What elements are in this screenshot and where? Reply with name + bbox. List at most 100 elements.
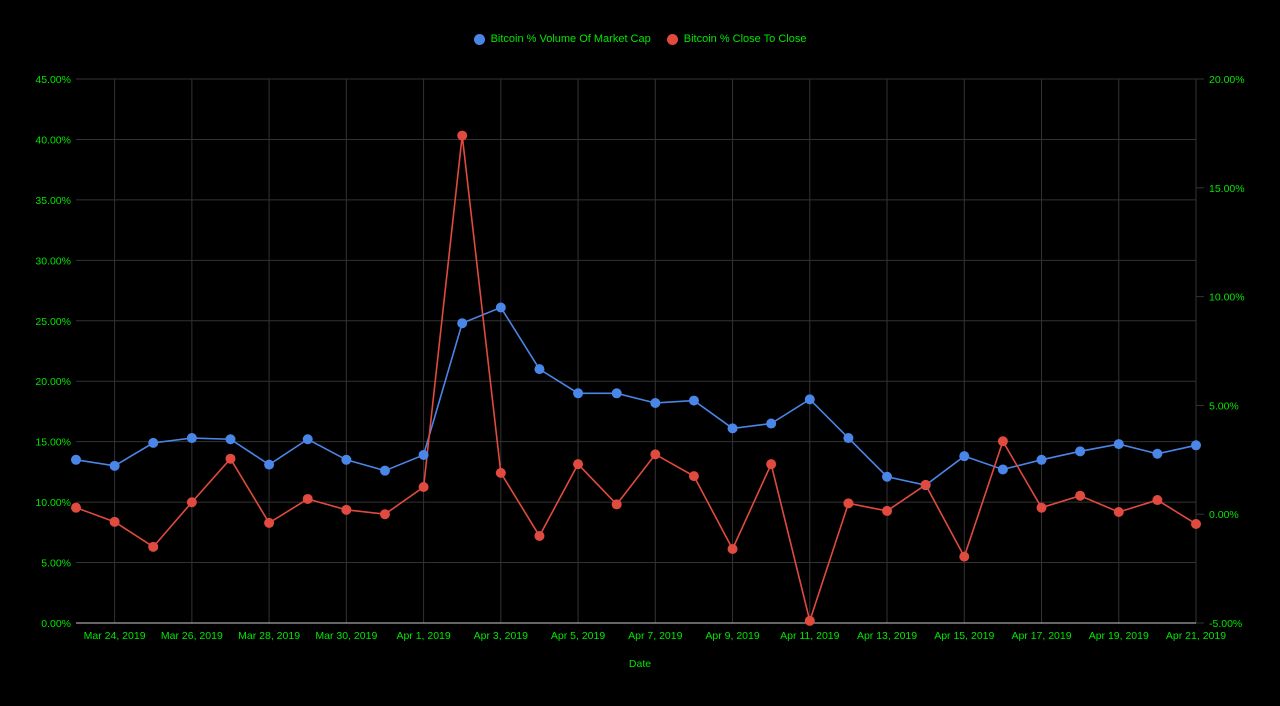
data-point-close[interactable]	[959, 551, 970, 562]
data-point-volume[interactable]	[534, 364, 545, 375]
data-point-close[interactable]	[1113, 507, 1124, 518]
y-right-tick-label: 15.00%	[1209, 183, 1245, 195]
data-point-close[interactable]	[457, 130, 468, 141]
data-point-volume[interactable]	[109, 460, 120, 471]
data-point-volume[interactable]	[148, 437, 159, 448]
data-point-close[interactable]	[1191, 518, 1201, 529]
y-left-tick-label: 10.00%	[35, 497, 71, 509]
x-tick-label: Mar 24, 2019	[84, 630, 146, 642]
y-right-tick-label: 10.00%	[1209, 292, 1245, 304]
x-tick-label: Mar 28, 2019	[238, 630, 300, 642]
data-point-close[interactable]	[1036, 502, 1047, 513]
x-tick-label: Apr 15, 2019	[934, 630, 994, 642]
data-point-volume[interactable]	[1113, 439, 1124, 450]
data-point-volume[interactable]	[71, 454, 81, 465]
data-point-volume[interactable]	[611, 388, 622, 399]
data-point-volume[interactable]	[882, 471, 893, 482]
x-tick-label: Apr 5, 2019	[551, 630, 605, 642]
data-point-close[interactable]	[186, 497, 197, 508]
data-point-close[interactable]	[264, 517, 275, 528]
legend-label-close: Bitcoin % Close To Close	[683, 33, 807, 45]
data-point-volume[interactable]	[225, 434, 236, 445]
y-left-tick-label: 0.00%	[41, 618, 71, 630]
x-axis-title: Date	[629, 658, 651, 670]
y-right-tick-label: 5.00%	[1209, 400, 1239, 412]
data-point-close[interactable]	[688, 471, 699, 482]
data-point-close[interactable]	[341, 504, 352, 515]
x-tick-label: Apr 7, 2019	[628, 630, 682, 642]
x-tick-label: Apr 21, 2019	[1166, 630, 1226, 642]
data-point-close[interactable]	[71, 502, 81, 513]
y-right-tick-label: -5.00%	[1209, 618, 1242, 630]
y-right-tick-label: 0.00%	[1209, 509, 1239, 521]
legend-item-volume[interactable]: Bitcoin % Volume Of Market Cap	[473, 33, 651, 45]
data-point-volume[interactable]	[1191, 440, 1201, 451]
data-point-volume[interactable]	[688, 395, 699, 406]
data-point-volume[interactable]	[1036, 454, 1047, 465]
data-point-close[interactable]	[997, 436, 1008, 447]
data-point-close[interactable]	[109, 516, 120, 527]
data-point-close[interactable]	[766, 459, 777, 470]
data-point-close[interactable]	[1075, 490, 1086, 501]
data-point-volume[interactable]	[495, 302, 506, 313]
data-point-volume[interactable]	[302, 434, 313, 445]
data-point-volume[interactable]	[186, 433, 197, 444]
y-axis-right: -5.00% 0.00% 5.00% 10.00% 15.00% 20.00%	[1196, 74, 1245, 630]
data-point-close[interactable]	[843, 498, 854, 509]
data-point-close[interactable]	[495, 467, 506, 478]
data-point-volume[interactable]	[341, 454, 352, 465]
data-point-volume[interactable]	[264, 459, 275, 470]
legend-dot-close	[666, 33, 678, 45]
legend: Bitcoin % Volume Of Market Cap Bitcoin %…	[0, 33, 1280, 45]
x-tick-label: Apr 13, 2019	[857, 630, 917, 642]
y-axis-left: 0.00% 5.00% 10.00% 15.00% 20.00% 25.00% 30.00%…	[35, 74, 71, 630]
data-point-volume[interactable]	[1152, 448, 1163, 459]
data-point-close[interactable]	[1152, 495, 1163, 506]
series-layer	[71, 130, 1201, 626]
data-point-close[interactable]	[534, 530, 545, 541]
y-left-tick-label: 40.00%	[35, 134, 71, 146]
data-point-volume[interactable]	[650, 397, 661, 408]
data-point-close[interactable]	[882, 505, 893, 516]
data-point-volume[interactable]	[418, 449, 429, 460]
data-point-close[interactable]	[379, 509, 390, 520]
data-point-close[interactable]	[804, 615, 815, 626]
y-left-tick-label: 15.00%	[35, 437, 71, 449]
x-tick-label: Apr 11, 2019	[780, 630, 840, 642]
data-point-close[interactable]	[727, 544, 738, 555]
x-tick-label: Apr 3, 2019	[474, 630, 528, 642]
data-point-close[interactable]	[418, 482, 429, 492]
data-point-close[interactable]	[148, 541, 159, 552]
data-point-close[interactable]	[611, 499, 622, 510]
y-left-tick-label: 45.00%	[35, 74, 71, 86]
data-point-volume[interactable]	[727, 423, 738, 434]
data-point-volume[interactable]	[573, 388, 584, 399]
legend-dot-volume	[473, 33, 485, 45]
data-point-close[interactable]	[302, 493, 313, 504]
data-point-volume[interactable]	[997, 464, 1008, 475]
x-tick-label: Apr 19, 2019	[1089, 630, 1149, 642]
data-point-volume[interactable]	[959, 451, 970, 462]
data-point-volume[interactable]	[1075, 446, 1086, 457]
data-point-close[interactable]	[225, 453, 236, 464]
legend-item-close[interactable]: Bitcoin % Close To Close	[666, 33, 807, 45]
series-line-close	[75, 135, 1197, 624]
data-point-volume[interactable]	[804, 394, 815, 405]
y-left-tick-label: 30.00%	[35, 255, 71, 267]
x-tick-label: Mar 26, 2019	[161, 630, 223, 642]
y-left-tick-label: 35.00%	[35, 195, 71, 207]
x-tick-label: Apr 9, 2019	[705, 630, 759, 642]
data-point-volume[interactable]	[457, 318, 468, 329]
data-point-volume[interactable]	[766, 418, 777, 429]
y-right-tick-label: 20.00%	[1209, 74, 1245, 86]
y-left-tick-label: 25.00%	[35, 316, 71, 328]
data-point-volume[interactable]	[843, 433, 854, 444]
y-left-tick-label: 20.00%	[35, 376, 71, 388]
data-point-close[interactable]	[650, 449, 661, 460]
x-tick-label: Apr 1, 2019	[396, 630, 450, 642]
data-point-volume[interactable]	[379, 465, 390, 476]
data-point-close[interactable]	[573, 459, 584, 470]
data-point-close[interactable]	[920, 479, 931, 490]
x-axis: Mar 24, 2019 Mar 26, 2019 Mar 28, 2019 Mar …	[84, 630, 1227, 642]
